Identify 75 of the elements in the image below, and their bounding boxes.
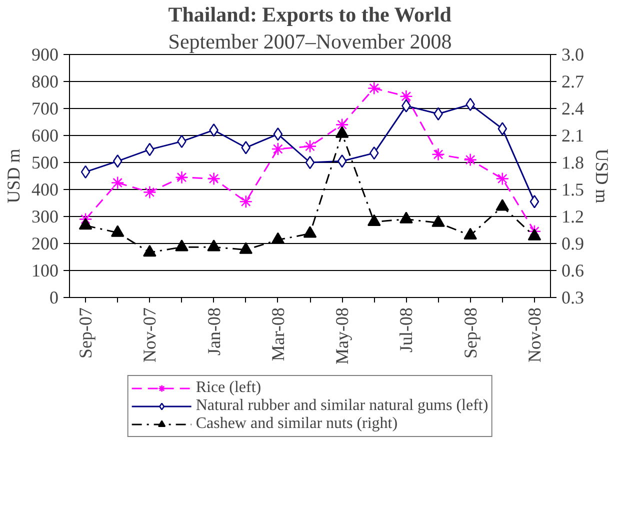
x-tick-label: Jan-08 — [204, 307, 224, 356]
point — [367, 82, 381, 95]
y2-tick-label: 2.1 — [562, 126, 584, 146]
x-tick-label: Sep-07 — [76, 307, 96, 358]
point — [369, 146, 379, 160]
point — [496, 172, 510, 186]
legend-label: Natural rubber and similar natural gums (left) — [196, 397, 488, 415]
point — [207, 240, 220, 252]
y2-tick-label: 1.2 — [562, 206, 584, 226]
y-tick-label: 600 — [32, 126, 58, 146]
y2-tick-label: 2.7 — [562, 72, 584, 92]
point — [496, 199, 510, 211]
y-tick-label: 400 — [32, 180, 58, 200]
point — [528, 224, 542, 238]
point — [241, 141, 251, 154]
y-tick-label: 300 — [32, 206, 58, 226]
x-tick-label: Sep-08 — [460, 307, 480, 358]
y2-axis-title: USD m — [592, 148, 612, 204]
point — [207, 172, 220, 186]
point — [432, 148, 445, 162]
y-tick-label: 200 — [32, 234, 58, 254]
point — [335, 126, 349, 138]
y2-tick-label: 0.9 — [562, 234, 584, 254]
point — [432, 215, 445, 227]
x-tick-label: Nov-07 — [140, 307, 160, 362]
y-tick-label: 900 — [32, 44, 58, 64]
point — [110, 176, 124, 190]
point — [303, 140, 317, 153]
point — [400, 90, 413, 103]
point — [271, 232, 285, 244]
point — [367, 214, 381, 226]
y-tick-label: 0 — [50, 288, 58, 308]
point — [78, 212, 92, 226]
y2-tick-label: 0.6 — [562, 260, 584, 280]
point — [400, 212, 413, 224]
point — [305, 156, 315, 170]
legend-label: Rice (left) — [196, 379, 262, 397]
point — [498, 122, 508, 136]
chart-subtitle: September 2007–November 2008 — [168, 30, 452, 54]
legend-label: Cashew and similar nuts (right) — [196, 415, 398, 433]
y-tick-label: 500 — [32, 152, 58, 172]
point — [464, 228, 477, 240]
y-axis-title: USD m — [4, 148, 24, 204]
point — [80, 165, 90, 179]
point — [530, 195, 540, 208]
x-tick-label: Mar-08 — [268, 307, 288, 362]
y2-tick-label: 2.4 — [562, 98, 584, 118]
point — [175, 240, 188, 252]
y-tick-label: 100 — [32, 260, 58, 280]
y2-tick-label: 1.5 — [562, 180, 584, 200]
point — [110, 225, 124, 237]
y-tick-label: 800 — [32, 72, 58, 92]
x-tick-label: Jul-08 — [396, 308, 416, 352]
point — [271, 142, 285, 156]
point — [303, 226, 317, 238]
point — [78, 218, 92, 230]
point — [239, 242, 253, 254]
point — [175, 170, 188, 184]
y2-tick-label: 0.3 — [562, 288, 584, 308]
x-tick-label: Nov-08 — [524, 307, 544, 362]
y2-tick-label: 1.8 — [562, 152, 584, 172]
point — [143, 186, 156, 199]
chart-title: Thailand: Exports to the World — [168, 2, 452, 26]
point — [337, 154, 347, 168]
point — [335, 118, 349, 132]
y2-tick-label: 3.0 — [562, 44, 584, 64]
point — [528, 228, 542, 240]
x-tick-label: May-08 — [332, 307, 352, 364]
y-tick-label: 700 — [32, 98, 58, 118]
point — [143, 244, 156, 257]
point — [464, 153, 477, 166]
point — [239, 195, 253, 208]
point — [112, 154, 122, 168]
point — [402, 99, 411, 112]
point — [273, 128, 283, 141]
